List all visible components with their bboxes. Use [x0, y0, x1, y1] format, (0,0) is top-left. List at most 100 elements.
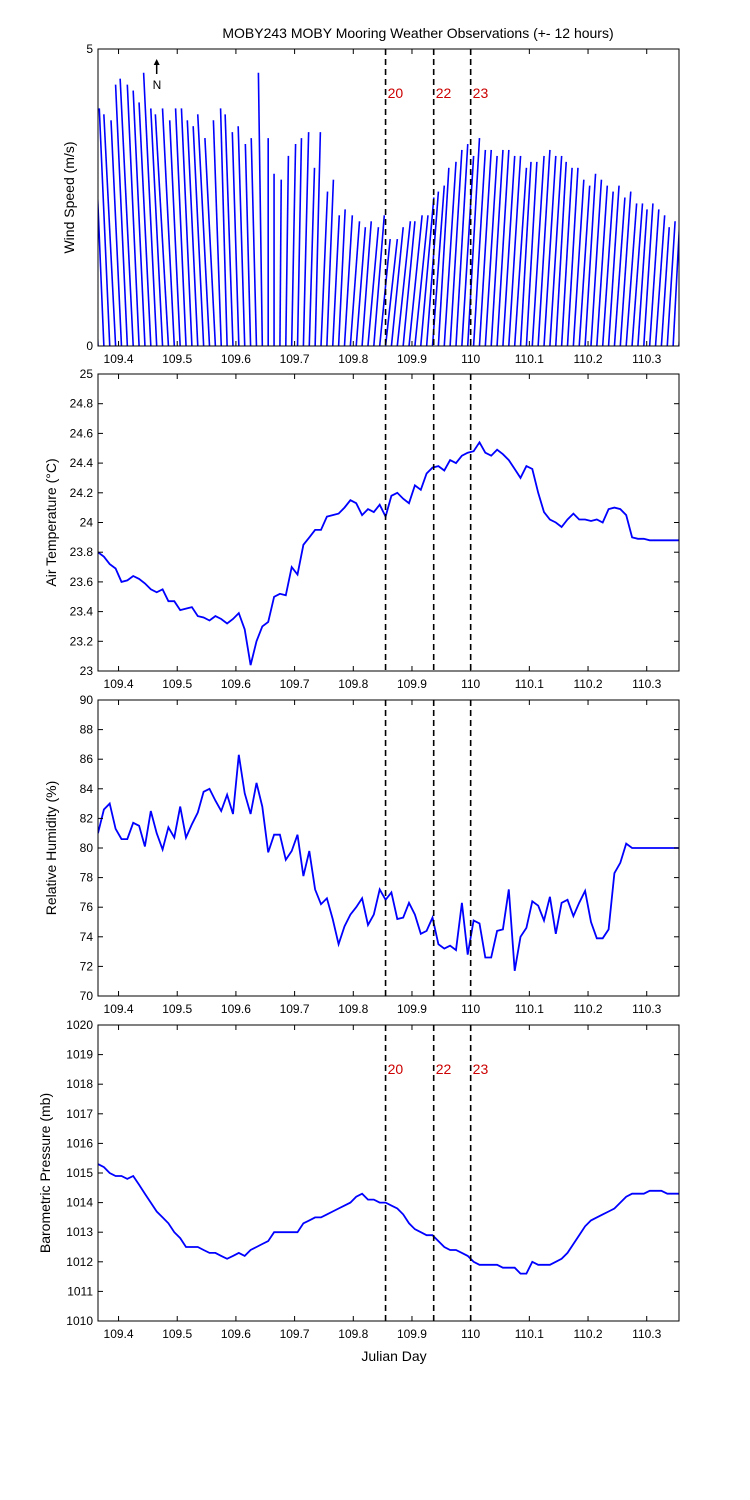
wind-speed-vector [314, 132, 322, 346]
relative-humidity-xtick-label: 109.7 [280, 1002, 310, 1016]
wind-speed-xtick-label: 109.8 [338, 352, 368, 366]
wind-speed-vector [414, 215, 429, 346]
wind-speed-axes-frame [97, 48, 680, 347]
barometric-pressure-marker-label: 22 [436, 1061, 452, 1077]
air-temperature-ytick-label: 23 [80, 664, 94, 678]
air-temperature-xtick-label: 109.7 [280, 677, 310, 691]
barometric-pressure-xtick-label: 109.7 [280, 1327, 310, 1341]
wind-speed-vector [560, 167, 573, 346]
chart-title: MOBY243 MOBY Mooring Weather Observation… [222, 25, 613, 41]
wind-speed-vector [678, 330, 679, 346]
relative-humidity-xtick-label: 109.9 [397, 1002, 427, 1016]
air-temperature-ytick-label: 24.2 [70, 486, 94, 500]
wind-speed-vector [343, 215, 354, 346]
relative-humidity-xtick-label: 110.1 [515, 1002, 544, 1016]
wind-speed-vector [672, 219, 679, 346]
wind-speed-vector [449, 149, 463, 346]
wind-speed-vector [284, 155, 290, 346]
wind-speed-vector [180, 108, 193, 346]
north-arrow-icon [153, 59, 160, 65]
barometric-pressure-xtick-label: 109.4 [104, 1327, 134, 1341]
relative-humidity-ytick-label: 70 [80, 989, 94, 1003]
wind-speed-ytick-label: 0 [86, 339, 93, 353]
wind-speed-vector [204, 138, 217, 346]
wind-speed-vector [543, 155, 557, 346]
wind-speed-vector [98, 186, 105, 346]
wind-speed-vector [231, 132, 240, 346]
relative-humidity-plot-area [98, 754, 679, 971]
wind-speed-vector [119, 78, 135, 346]
wind-speed-vector [161, 108, 176, 346]
air-temperature-ytick-label: 24.6 [70, 426, 94, 440]
wind-speed-vector [443, 161, 457, 346]
wind-speed-vector [361, 221, 373, 346]
wind-speed-vector [132, 90, 146, 346]
relative-humidity-panel: 109.4 109.5 109.6 109.7 109.8 109.9 110 110.1 11… [43, 693, 680, 1016]
wind-speed-vector [625, 203, 638, 346]
wind-speed-vector [244, 144, 252, 346]
relative-humidity-ytick-label: 76 [80, 900, 94, 914]
barometric-pressure-ytick-label: 1014 [66, 1196, 93, 1210]
relative-humidity-xtick-label: 109.8 [338, 1002, 368, 1016]
barometric-pressure-xtick-label: 109.9 [397, 1327, 427, 1341]
relative-humidity-ytick-label: 82 [80, 811, 94, 825]
wind-speed-vector [554, 161, 568, 346]
wind-speed-vector [296, 138, 303, 346]
wind-speed-vector [537, 149, 551, 346]
wind-speed-vector [654, 215, 666, 346]
wind-speed-vector [98, 326, 99, 346]
barometric-pressure-series-line [98, 1163, 679, 1275]
wind-speed-vector [219, 108, 228, 346]
wind-speed-vector [549, 155, 563, 346]
relative-humidity-xtick-label: 110.2 [573, 1002, 602, 1016]
wind-speed-vector [637, 209, 648, 346]
wind-speed-xtick-label: 110.2 [573, 352, 602, 366]
wind-speed-vector [642, 203, 654, 346]
barometric-pressure-ytick-label: 1019 [66, 1048, 93, 1062]
wind-speed-vector [168, 120, 181, 346]
relative-humidity-ytick-label: 78 [80, 871, 94, 885]
wind-speed-vector [98, 108, 111, 346]
barometric-pressure-marker-label: 23 [473, 1061, 489, 1077]
wind-speed-vector [174, 108, 187, 346]
wind-speed-vector [103, 114, 117, 346]
wind-speed-vector [455, 143, 469, 346]
wind-speed-vector [212, 120, 223, 346]
wind-speed-vector [250, 138, 258, 346]
wind-speed-vector [437, 167, 450, 346]
wind-speed-vector [331, 215, 341, 346]
wind-speed-xtick-label: 110.1 [515, 352, 544, 366]
barometric-pressure-ytick-label: 1016 [66, 1136, 93, 1150]
barometric-pressure-xtick-label: 110.3 [632, 1327, 661, 1341]
air-temperature-ytick-label: 23.2 [70, 634, 94, 648]
wind-speed-vector [138, 102, 152, 346]
barometric-pressure-ytick-label: 1011 [67, 1284, 93, 1298]
air-temperature-ytick-label: 25 [80, 367, 94, 381]
wind-speed-vector [419, 197, 435, 346]
wind-speed-vector [224, 114, 234, 346]
wind-speed-vector [478, 149, 493, 346]
barometric-pressure-panel: 20 22 23 109.4 109.5 109.6 109.7 109.8 109.9 110 1… [37, 1018, 680, 1341]
barometric-pressure-ytick-label: 1013 [66, 1225, 93, 1239]
air-temperature-xtick-label: 110 [461, 677, 480, 691]
wind-speed-vector [613, 197, 626, 346]
barometric-pressure-xtick-label: 109.6 [221, 1327, 251, 1341]
wind-speed-vector [508, 155, 522, 346]
relative-humidity-ytick-label: 72 [80, 959, 94, 973]
barometric-pressure-y-axis-label: Barometric Pressure (mb) [37, 1093, 53, 1253]
wind-speed-vector [584, 173, 597, 346]
wind-speed-vector [154, 114, 170, 346]
wind-speed-vector [484, 155, 498, 346]
air-temperature-ytick-label: 24.8 [70, 397, 94, 411]
wind-speed-vector [142, 72, 158, 346]
relative-humidity-xtick-label: 109.4 [104, 1002, 134, 1016]
air-temperature-ytick-label: 23.6 [70, 575, 94, 589]
barometric-pressure-ytick-label: 1015 [66, 1166, 93, 1180]
air-temperature-xtick-label: 109.8 [338, 677, 368, 691]
wind-speed-vector [461, 155, 475, 346]
wind-speed-vector [648, 209, 660, 346]
wind-speed-vector [531, 155, 545, 346]
wind-speed-xtick-label: 109.7 [280, 352, 310, 366]
wind-speed-vector [308, 167, 316, 346]
